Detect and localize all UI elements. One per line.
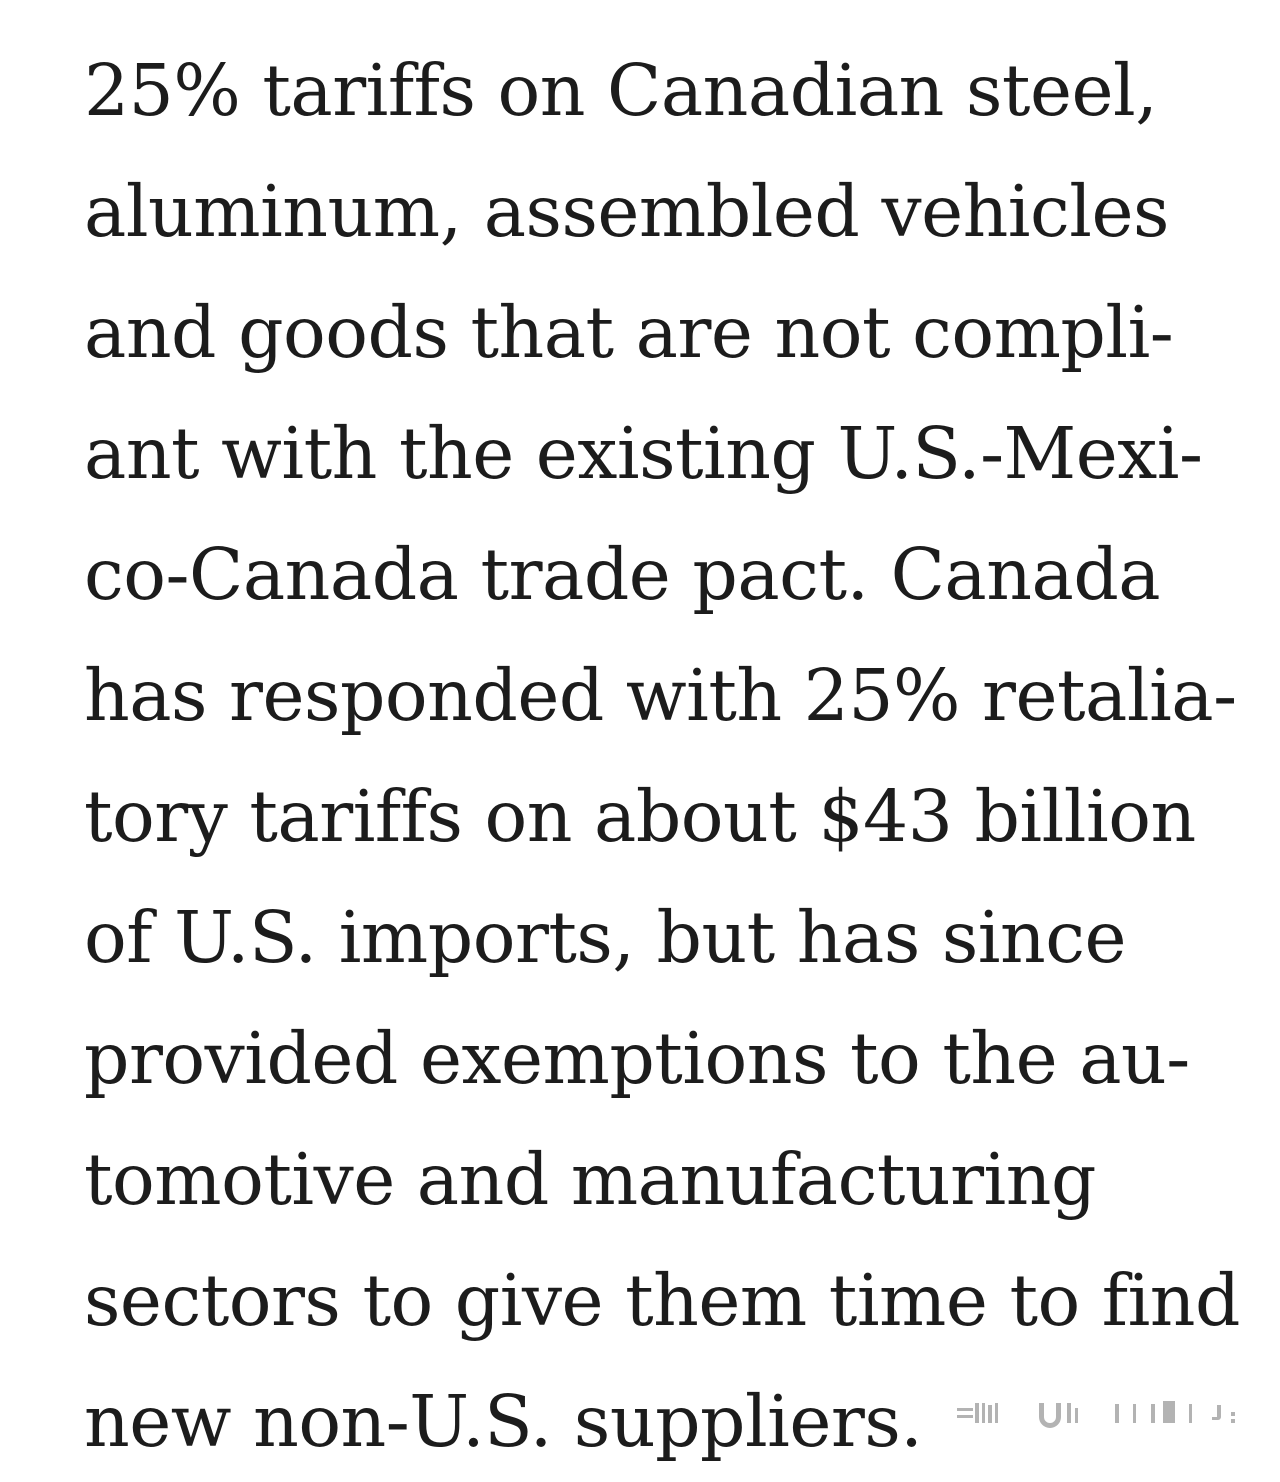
paragraph-line: tory tariffs on about $43 billion (84, 775, 1196, 858)
paragraph-line: 25% tariffs on Canadian steel, (84, 49, 1158, 132)
paragraph-line: of U.S. imports, but has since (84, 896, 1127, 979)
paragraph-line: and goods that are not compli- (84, 291, 1174, 374)
paragraph-line: has responded with 25% retalia- (84, 654, 1237, 737)
paragraph-line: aluminum, assembled vehicles (84, 170, 1169, 253)
paragraph-line: ant with the existing U.S.-Mexi- (84, 412, 1203, 495)
paragraph-line: provided exemptions to the au- (84, 1017, 1190, 1100)
watermark-logo (955, 1396, 1255, 1430)
paragraph-line: tomotive and manufacturing (84, 1138, 1096, 1221)
article-paragraph: 25% tariffs on Canadian steel, aluminum,… (84, 30, 1264, 1482)
faded-watermark-logo-icon (957, 1401, 1235, 1428)
paragraph-line: new non-U.S. suppliers. (84, 1380, 923, 1463)
paragraph-line: sectors to give them time to find (84, 1259, 1240, 1342)
paragraph-line: co-Canada trade pact. Canada (84, 533, 1161, 616)
